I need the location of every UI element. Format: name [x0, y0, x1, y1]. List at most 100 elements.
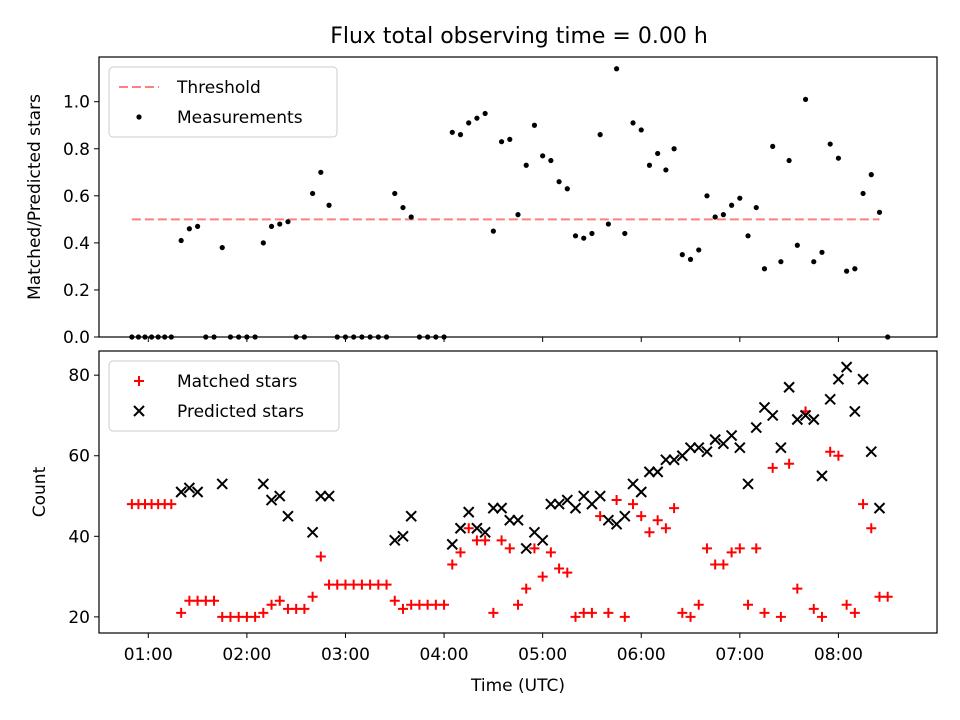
data-point [142, 334, 148, 340]
data-point [718, 559, 729, 570]
data-point [487, 502, 500, 514]
top-chart-title: Flux total observing time = 0.00 h [330, 24, 708, 49]
data-point [808, 413, 820, 426]
data-point [671, 146, 677, 152]
data-point [742, 478, 754, 490]
data-point [778, 259, 784, 265]
data-point [306, 526, 319, 538]
data-point [211, 334, 217, 340]
data-point [554, 563, 565, 574]
data-point [651, 466, 664, 478]
data-point [693, 441, 705, 454]
data-point [433, 334, 439, 340]
x-axis-label: Time (UTC) [470, 676, 565, 696]
data-point [545, 498, 557, 510]
data-point [466, 120, 472, 126]
data-point [268, 223, 275, 230]
data-point [720, 212, 726, 218]
data-point [750, 421, 762, 434]
data-point [537, 571, 548, 582]
data-point [129, 334, 135, 340]
data-point [521, 583, 532, 594]
data-point [342, 334, 349, 340]
data-point [148, 334, 155, 340]
data-point [646, 162, 653, 168]
data-point [556, 179, 562, 185]
data-point [258, 607, 269, 618]
legend-label: Matched stars [177, 372, 297, 392]
data-point [638, 127, 644, 133]
data-point [471, 522, 483, 534]
data-point [660, 523, 671, 534]
data-point [586, 607, 597, 618]
data-point [252, 334, 258, 340]
data-point [515, 212, 521, 218]
data-point [819, 249, 825, 255]
y-tick-label: 1.0 [63, 93, 90, 113]
data-point [274, 490, 286, 502]
data-point [504, 543, 515, 554]
data-point [766, 409, 779, 422]
data-point [589, 230, 595, 237]
legend-box [108, 360, 340, 432]
legend-marker [134, 376, 144, 386]
data-point [808, 603, 819, 614]
data-point [858, 499, 869, 510]
plot-frame [98, 350, 938, 634]
data-point [704, 193, 710, 199]
y-tick-label: 0.0 [63, 328, 90, 348]
legend-label: Predicted stars [177, 402, 304, 422]
data-point [802, 96, 809, 102]
data-point [323, 490, 335, 502]
data-point [701, 543, 712, 554]
data-point [389, 595, 400, 606]
data-point [553, 498, 565, 510]
data-point [701, 446, 713, 458]
data-point [265, 494, 278, 506]
data-point [770, 143, 776, 150]
y-tick-label: 0.6 [63, 187, 90, 207]
legend-marker [136, 114, 142, 120]
data-point [857, 373, 869, 385]
x-tick-label: 01:00 [124, 645, 173, 665]
data-point [425, 334, 431, 340]
data-point [462, 506, 475, 518]
data-point [397, 530, 409, 543]
x-tick-label: 06:00 [617, 645, 666, 665]
data-point [446, 538, 458, 551]
x-tick-label: 07:00 [715, 645, 764, 665]
data-point [791, 413, 804, 426]
data-point [660, 454, 672, 466]
data-point [536, 534, 549, 547]
data-point [260, 240, 266, 246]
data-point [866, 523, 877, 534]
data-point [873, 502, 886, 514]
data-point [389, 534, 401, 547]
data-point [168, 334, 174, 340]
data-point [643, 466, 656, 478]
data-point [833, 450, 844, 461]
data-point [786, 157, 792, 164]
data-point [135, 334, 142, 340]
data-point [227, 334, 234, 340]
data-point [209, 595, 220, 606]
data-point [381, 579, 392, 590]
y-tick-label: 60 [68, 447, 90, 467]
top-panel: 0.0 0.2 0.4 0.6 0.8 1.0 Matched/Predicted star… [25, 56, 938, 348]
data-point [827, 141, 833, 147]
data-point [816, 470, 828, 482]
data-point [282, 510, 294, 522]
data-point [794, 242, 800, 248]
data-point [257, 478, 270, 490]
data-point [545, 547, 556, 558]
x-tick-label: 02:00 [222, 645, 271, 665]
data-point [244, 334, 250, 340]
data-point [726, 547, 737, 558]
data-point [285, 219, 291, 225]
data-point [454, 522, 467, 534]
data-point [392, 190, 398, 197]
data-point [441, 334, 447, 340]
data-point [767, 462, 778, 473]
data-point [531, 122, 538, 128]
data-point [811, 259, 817, 265]
